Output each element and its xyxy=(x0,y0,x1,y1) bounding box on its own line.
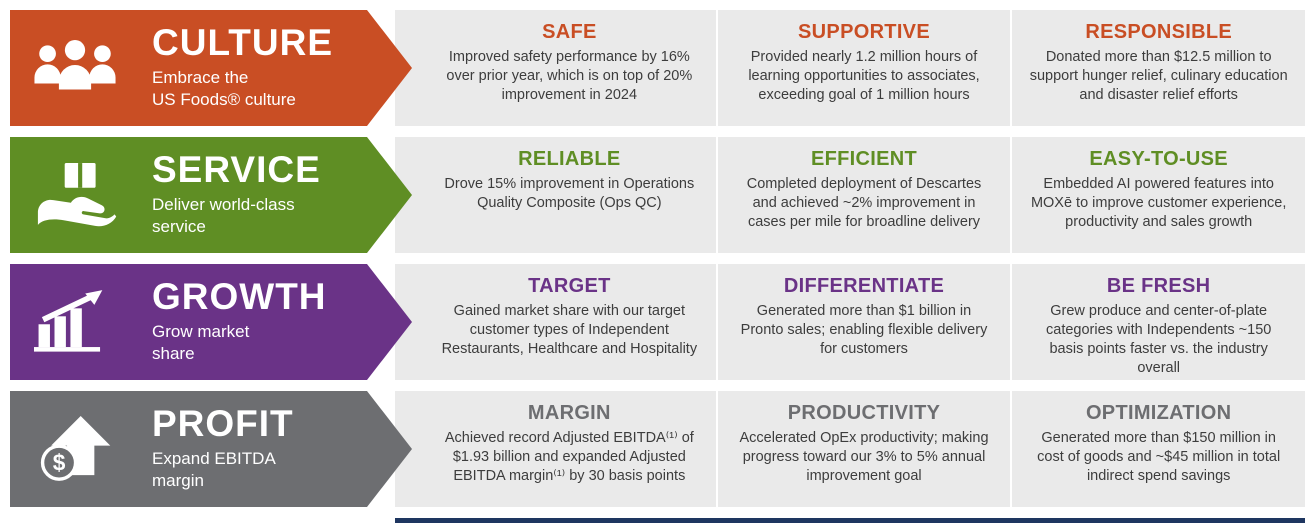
pillar-title: SERVICE xyxy=(152,149,321,191)
profit-initiatives: MARGIN Achieved record Adjusted EBITDA⁽¹… xyxy=(395,391,1305,507)
column-body: Achieved record Adjusted EBITDA⁽¹⁾ of $1… xyxy=(444,430,694,484)
column-header: SUPPORTIVE xyxy=(798,21,930,43)
column-reliable: RELIABLE Drove 15% improvement in Operat… xyxy=(395,137,716,253)
pillar-row-culture: SAFE Improved safety performance by 16% … xyxy=(10,10,1309,126)
column-body: Accelerated OpEx productivity; making pr… xyxy=(739,430,989,484)
column-easy-to-use: EASY-TO-USE Embedded AI powered features… xyxy=(1010,137,1305,253)
people-group-icon xyxy=(10,37,140,99)
column-header: EFFICIENT xyxy=(810,148,918,170)
column-efficient: EFFICIENT Completed deployment of Descar… xyxy=(715,137,1011,253)
column-productivity: PRODUCTIVITY Accelerated OpEx productivi… xyxy=(715,391,1011,507)
column-margin: MARGIN Achieved record Adjusted EBITDA⁽¹… xyxy=(395,391,716,507)
pillar-subtitle: Deliver world-class service xyxy=(152,195,295,237)
column-body: Generated more than $1 billion in Pronto… xyxy=(740,303,988,357)
column-body: Embedded AI powered features into MOXē t… xyxy=(1030,176,1287,230)
column-header: OPTIMIZATION xyxy=(1085,402,1232,424)
column-safe: SAFE Improved safety performance by 16% … xyxy=(395,10,716,126)
hand-holding-box-icon xyxy=(10,161,140,229)
pillar-title: PROFIT xyxy=(152,403,294,445)
column-header: TARGET xyxy=(528,275,611,297)
column-be-fresh: BE FRESH Grew produce and center-of-plat… xyxy=(1010,264,1305,380)
column-supportive: SUPPORTIVE Provided nearly 1.2 million h… xyxy=(715,10,1011,126)
service-initiatives: RELIABLE Drove 15% improvement in Operat… xyxy=(395,137,1305,253)
column-optimization: OPTIMIZATION Generated more than $150 mi… xyxy=(1010,391,1305,507)
dollar-up-arrow-icon: $ xyxy=(10,416,140,482)
column-header: RESPONSIBLE xyxy=(1085,21,1233,43)
growth-initiatives: TARGET Gained market share with our targ… xyxy=(395,264,1305,380)
column-body: Donated more than $12.5 million to suppo… xyxy=(1029,49,1288,103)
pillar-title-block: CULTURE Embrace the US Foods® culture xyxy=(140,24,333,111)
column-body: Gained market share with our target cust… xyxy=(441,303,698,357)
pillar-subtitle: Expand EBITDA margin xyxy=(152,449,276,491)
growth-banner: GROWTH Grow market share xyxy=(10,264,412,380)
service-banner: SERVICE Deliver world-class service xyxy=(10,137,412,253)
pillar-subtitle: Embrace the US Foods® culture xyxy=(152,68,296,110)
column-header: RELIABLE xyxy=(518,148,621,170)
column-differentiate: DIFFERENTIATE Generated more than $1 bil… xyxy=(715,264,1011,380)
column-target: TARGET Gained market share with our targ… xyxy=(395,264,716,380)
bar-chart-growth-arrow-icon xyxy=(10,290,140,354)
column-body: Generated more than $150 million in cost… xyxy=(1037,430,1281,484)
pillar-title-block: GROWTH Grow market share xyxy=(140,278,327,365)
column-body: Improved safety performance by 16% over … xyxy=(446,49,693,103)
profit-banner: $ PROFIT Expand EBITDA margin xyxy=(10,391,412,507)
pillar-title: GROWTH xyxy=(152,276,327,318)
pillar-row-service: RELIABLE Drove 15% improvement in Operat… xyxy=(10,137,1309,253)
column-header: MARGIN xyxy=(527,402,611,424)
culture-initiatives: SAFE Improved safety performance by 16% … xyxy=(395,10,1305,126)
pillar-subtitle: Grow market share xyxy=(152,322,250,364)
pillar-title: CULTURE xyxy=(152,22,334,64)
column-header: PRODUCTIVITY xyxy=(787,402,941,424)
column-header: EASY-TO-USE xyxy=(1089,148,1228,170)
culture-banner: CULTURE Embrace the US Foods® culture xyxy=(10,10,412,126)
column-responsible: RESPONSIBLE Donated more than $12.5 mill… xyxy=(1010,10,1305,126)
column-header: BE FRESH xyxy=(1106,275,1211,297)
pillar-title-block: SERVICE Deliver world-class service xyxy=(140,151,321,238)
pillar-row-growth: TARGET Gained market share with our targ… xyxy=(10,264,1309,380)
column-header: SAFE xyxy=(542,21,597,43)
pillar-row-profit: MARGIN Achieved record Adjusted EBITDA⁽¹… xyxy=(10,391,1309,507)
column-body: Provided nearly 1.2 million hours of lea… xyxy=(748,49,980,103)
column-header: DIFFERENTIATE xyxy=(783,275,945,297)
svg-text:$: $ xyxy=(53,450,66,476)
column-body: Drove 15% improvement in Operations Qual… xyxy=(444,176,695,211)
column-body: Grew produce and center-of-plate categor… xyxy=(1046,303,1272,376)
column-body: Completed deployment of Descartes and ac… xyxy=(746,176,982,230)
pillar-title-block: PROFIT Expand EBITDA margin xyxy=(140,405,294,492)
